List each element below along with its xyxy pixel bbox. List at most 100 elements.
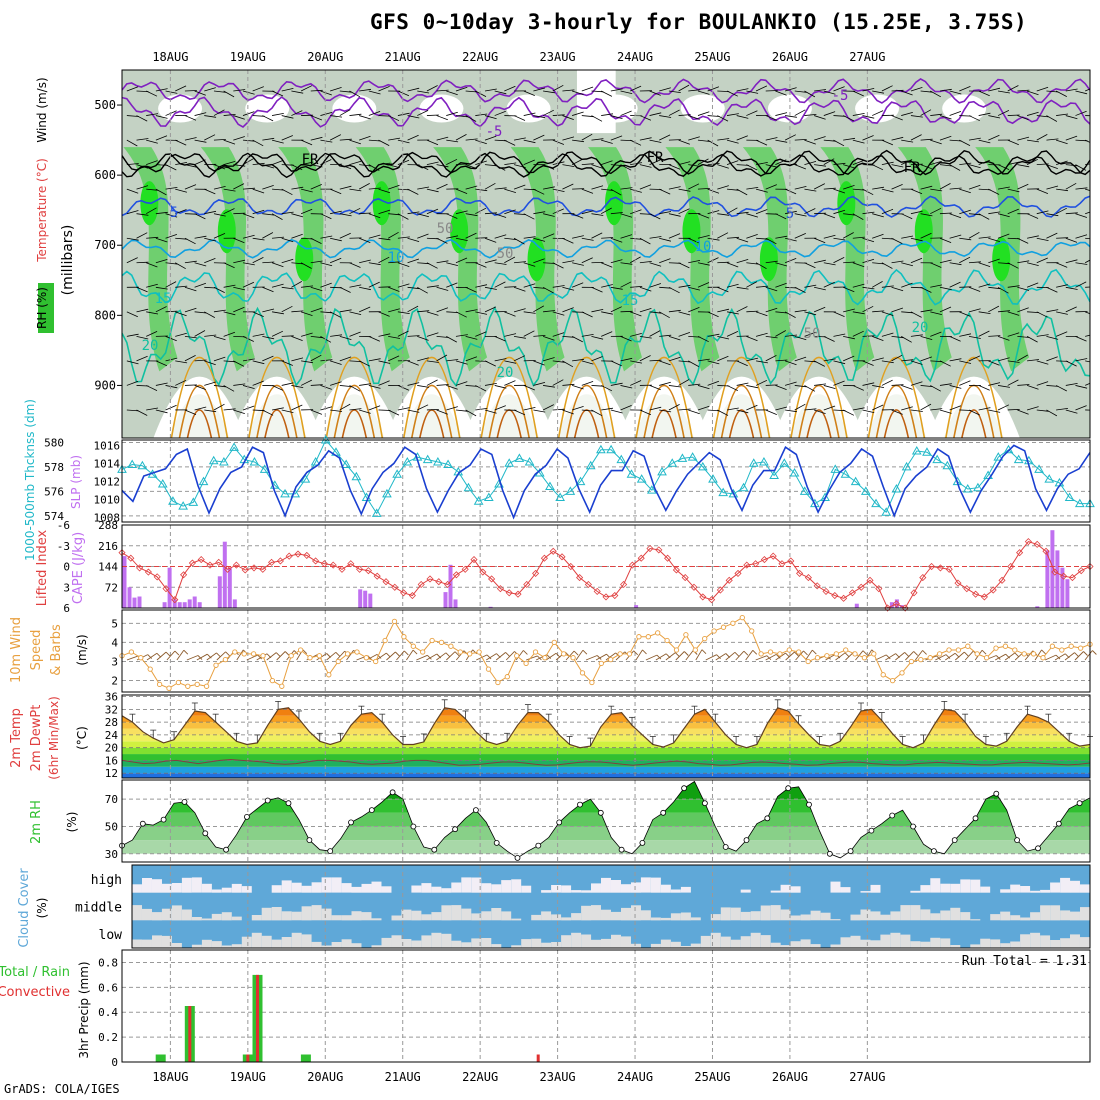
wind-barb bbox=[494, 164, 506, 171]
wind-barb bbox=[378, 162, 391, 166]
wind-barb bbox=[939, 88, 952, 92]
cloud-clear-cell bbox=[770, 890, 781, 893]
wind-barb bbox=[136, 409, 148, 416]
wind-barb bbox=[562, 89, 575, 92]
wind-barb bbox=[1065, 259, 1078, 264]
wind-barb bbox=[349, 331, 361, 337]
cloud-clear-cell bbox=[271, 907, 282, 921]
wind-barb bbox=[620, 110, 632, 116]
rh-marker bbox=[1055, 820, 1062, 827]
wind-barb bbox=[300, 188, 313, 193]
wind-barb bbox=[765, 335, 778, 339]
lifted-marker bbox=[558, 553, 566, 561]
wind-barb bbox=[968, 261, 982, 264]
ylabel-convective: Convective bbox=[0, 985, 70, 1000]
cloud-clear-cell bbox=[401, 909, 412, 921]
wind-barb bbox=[765, 260, 778, 264]
wind-barb bbox=[630, 311, 642, 317]
wind-barb bbox=[610, 409, 623, 414]
surface-wind-barb bbox=[665, 652, 676, 661]
rh-marker bbox=[348, 819, 354, 826]
wind-barb bbox=[494, 335, 506, 342]
wind-barb bbox=[949, 405, 962, 411]
cloud-clear-cell bbox=[391, 935, 402, 948]
wind-barb bbox=[726, 262, 739, 268]
wind-barb bbox=[930, 113, 943, 116]
wind-barb bbox=[271, 262, 284, 268]
wind-barb bbox=[146, 331, 158, 337]
rh-tick-label: 30 bbox=[105, 848, 118, 861]
wind-speed-marker bbox=[448, 643, 454, 649]
cloud-row-label: middle bbox=[75, 901, 122, 916]
wind-barb bbox=[252, 257, 264, 264]
temp-tick-label: 20 bbox=[105, 742, 118, 755]
wind-speed-marker bbox=[739, 614, 745, 621]
wind-barb bbox=[659, 134, 671, 141]
rh-marker bbox=[597, 809, 604, 816]
wind-barb bbox=[901, 139, 914, 143]
wind-speed-marker bbox=[570, 655, 576, 661]
wind-barb bbox=[1026, 282, 1039, 288]
contour-label: 50 bbox=[804, 326, 821, 342]
wind-barb bbox=[997, 233, 1010, 239]
cloud-clear-cell bbox=[471, 938, 482, 948]
wind-barb bbox=[600, 90, 613, 97]
wind-barb bbox=[1065, 212, 1078, 215]
wind-barb bbox=[862, 258, 875, 264]
wind-barb bbox=[659, 211, 672, 215]
wind-speed-marker bbox=[1077, 645, 1084, 651]
cape-bar bbox=[448, 564, 453, 608]
moist-band bbox=[433, 147, 488, 372]
wind-barb bbox=[872, 164, 884, 171]
wind-barb bbox=[804, 385, 816, 392]
wind-speed-marker bbox=[438, 639, 445, 646]
precip-convective-bar bbox=[536, 1054, 540, 1062]
wind-barb bbox=[359, 237, 371, 243]
wind-barb bbox=[1056, 237, 1069, 239]
wind-barb bbox=[165, 110, 177, 116]
lifted-marker bbox=[857, 583, 865, 591]
wind-barb bbox=[223, 208, 235, 215]
wind-barb bbox=[407, 134, 419, 141]
wind-barb bbox=[358, 183, 370, 190]
wind-barb bbox=[455, 381, 468, 386]
cloud-clear-cell bbox=[830, 944, 841, 948]
wind-barb bbox=[397, 139, 410, 144]
wind-barb bbox=[833, 380, 845, 386]
surface-wind-barb bbox=[964, 650, 974, 661]
wind-barb bbox=[233, 183, 245, 190]
warm-isotherm bbox=[712, 356, 771, 438]
wind-barb bbox=[1036, 115, 1049, 118]
wind-barb bbox=[552, 285, 565, 288]
wind-barb bbox=[610, 306, 622, 313]
cloud-clear-cell bbox=[591, 883, 601, 893]
warm-isotherm bbox=[333, 384, 376, 438]
wind-barb bbox=[397, 112, 410, 116]
wind-barb bbox=[823, 385, 836, 389]
cloud-clear-cell bbox=[870, 911, 881, 921]
rh-marker bbox=[472, 807, 479, 813]
ylabel-slp: SLP (mb) bbox=[69, 455, 83, 509]
cloud-clear-cell bbox=[810, 944, 821, 948]
wind-barb bbox=[804, 90, 816, 98]
wind-barb bbox=[455, 334, 468, 337]
temp-tick-label: 12 bbox=[105, 767, 118, 780]
wind-barb bbox=[194, 139, 207, 143]
wind-barb bbox=[901, 90, 913, 96]
surface-wind-barb bbox=[146, 652, 158, 661]
wind-barb bbox=[175, 85, 187, 92]
surface-wind-barb bbox=[335, 651, 341, 657]
cape-bar bbox=[634, 605, 639, 608]
wind-barb bbox=[272, 236, 285, 239]
cape-bar bbox=[443, 592, 448, 608]
cloud-clear-cell bbox=[221, 945, 232, 948]
wind-barb bbox=[349, 408, 362, 411]
wind-barb bbox=[610, 382, 623, 386]
cloud-clear-cell bbox=[910, 905, 921, 921]
wind-barb bbox=[184, 137, 197, 141]
contour-label: 20 bbox=[912, 320, 929, 336]
wind-barb bbox=[417, 233, 429, 239]
warm-isotherm bbox=[325, 356, 384, 438]
surface-wind-barb bbox=[523, 650, 528, 655]
thickness-marker bbox=[616, 454, 627, 464]
